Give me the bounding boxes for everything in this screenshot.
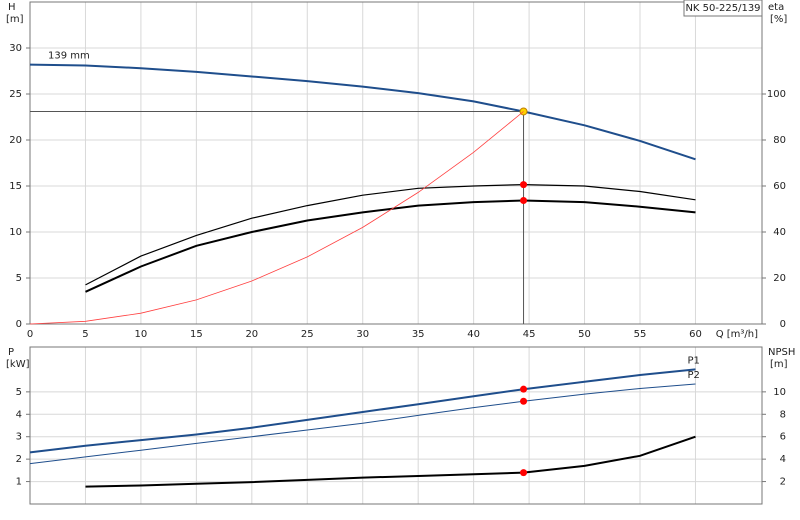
- y2-axis-label: NPSH: [768, 347, 795, 358]
- y2-tick-label: 10: [773, 387, 786, 398]
- y2-tick-label: 0: [780, 319, 786, 330]
- y2-tick-label: 20: [773, 273, 786, 284]
- y-tick-label: 30: [9, 43, 22, 54]
- y2-tick-label: 100: [767, 89, 786, 100]
- plot-frame: [29, 1, 763, 325]
- y2-tick-label: 6: [780, 432, 786, 443]
- y-tick-label: 15: [9, 181, 22, 192]
- y2-tick-label: 40: [773, 227, 786, 238]
- y2-tick-label: 8: [780, 409, 786, 420]
- series-line: [85, 183, 696, 286]
- series-label: P2: [687, 370, 699, 381]
- x-tick-label: 15: [190, 329, 203, 340]
- x-tick-label: 5: [82, 329, 88, 340]
- series-line: [85, 435, 696, 488]
- y-tick-label: 3: [16, 432, 22, 443]
- series-label: P1: [687, 355, 699, 366]
- y-tick-label: 1: [16, 477, 22, 488]
- series-line: [85, 199, 696, 293]
- y2-axis-unit: [m]: [770, 359, 788, 370]
- y2-tick-label: 2: [780, 477, 786, 488]
- y-tick-label: 5: [16, 273, 22, 284]
- y-axis-unit: [kW]: [6, 359, 30, 370]
- x-tick-label: 40: [467, 329, 480, 340]
- y2-axis-label: eta: [768, 2, 784, 13]
- y-tick-label: 2: [16, 454, 22, 465]
- x-tick-label: 20: [245, 329, 258, 340]
- y2-tick-label: 60: [773, 181, 786, 192]
- series-line: [29, 368, 696, 454]
- chart-title: NK 50-225/139: [685, 3, 760, 14]
- title-box: [683, 0, 763, 17]
- y-tick-label: 25: [9, 89, 22, 100]
- x-axis-label: Q [m³/h]: [716, 329, 758, 340]
- y-axis-unit: [m]: [6, 14, 24, 25]
- duty-marker: [520, 385, 528, 393]
- x-tick-label: 10: [135, 329, 148, 340]
- y2-tick-label: 4: [780, 454, 786, 465]
- duty-marker: [520, 181, 528, 189]
- y2-tick-label: 80: [773, 135, 786, 146]
- y-tick-label: 0: [16, 319, 22, 330]
- series-line: [29, 383, 696, 465]
- series-line: [29, 63, 696, 161]
- x-tick-label: 55: [634, 329, 647, 340]
- y-tick-label: 20: [9, 135, 22, 146]
- plot-frame: [29, 346, 763, 505]
- series-line: [29, 111, 524, 325]
- duty-marker: [520, 397, 528, 405]
- y-tick-label: 10: [9, 227, 22, 238]
- x-tick-label: 45: [523, 329, 536, 340]
- x-tick-label: 35: [412, 329, 425, 340]
- y-axis-label: P: [8, 347, 14, 358]
- y-tick-label: 4: [16, 409, 22, 420]
- duty-marker: [520, 469, 528, 477]
- x-tick-label: 25: [301, 329, 314, 340]
- series-label: 139 mm: [48, 51, 90, 62]
- x-tick-label: 60: [689, 329, 702, 340]
- x-tick-label: 50: [578, 329, 591, 340]
- x-tick-label: 30: [356, 329, 369, 340]
- y-axis-label: H: [8, 2, 16, 13]
- y2-axis-unit: [%]: [770, 14, 787, 25]
- y-tick-label: 5: [16, 387, 22, 398]
- duty-marker: [520, 196, 528, 204]
- x-tick-label: 0: [27, 329, 33, 340]
